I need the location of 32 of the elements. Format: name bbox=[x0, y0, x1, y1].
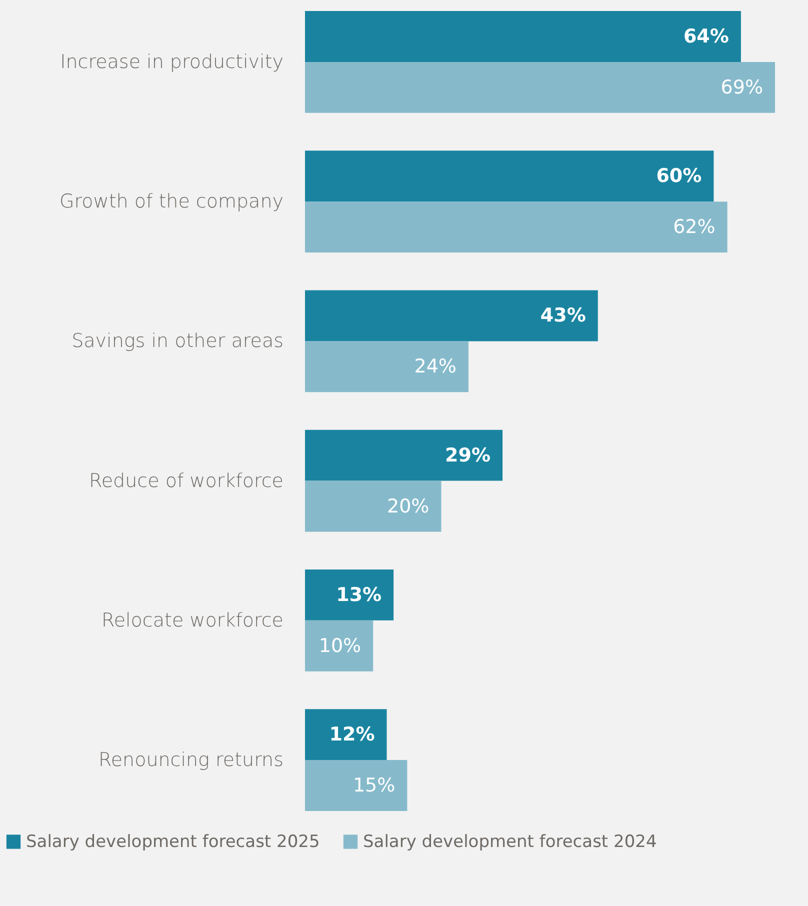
legend-label: Salary development forecast 2024 bbox=[363, 832, 657, 852]
bar bbox=[305, 150, 714, 202]
bar bbox=[305, 11, 741, 62]
data-label: 24% bbox=[414, 356, 456, 378]
data-label: 10% bbox=[318, 634, 362, 657]
bar bbox=[305, 430, 503, 481]
bar bbox=[305, 62, 775, 113]
bar bbox=[305, 202, 728, 253]
data-label: 13% bbox=[336, 584, 382, 606]
bar bbox=[305, 480, 442, 532]
y-tick-label: Renouncing returns bbox=[98, 749, 284, 772]
y-tick-label: Growth of the company bbox=[60, 190, 284, 213]
bar bbox=[305, 569, 394, 620]
bar bbox=[305, 709, 387, 760]
y-tick-label: Reduce of workforce bbox=[89, 470, 284, 492]
data-label: 43% bbox=[540, 304, 586, 327]
data-label: 20% bbox=[386, 495, 430, 518]
data-label: 62% bbox=[673, 216, 716, 238]
bar bbox=[305, 760, 408, 811]
y-tick-label: Savings in other areas bbox=[72, 330, 284, 352]
data-label: 12% bbox=[329, 724, 375, 746]
data-label: 69% bbox=[720, 76, 763, 98]
data-label: 29% bbox=[445, 444, 491, 466]
legend-label: Salary development forecast 2025 bbox=[26, 832, 320, 852]
y-tick-label: Increase in productivity bbox=[60, 50, 284, 73]
bar bbox=[305, 620, 374, 672]
data-label: 64% bbox=[683, 25, 729, 48]
bar bbox=[305, 341, 468, 392]
y-tick-label: Relocate workforce bbox=[101, 609, 284, 632]
data-label: 60% bbox=[656, 165, 702, 188]
bar bbox=[305, 290, 598, 342]
data-label: 15% bbox=[352, 774, 396, 797]
